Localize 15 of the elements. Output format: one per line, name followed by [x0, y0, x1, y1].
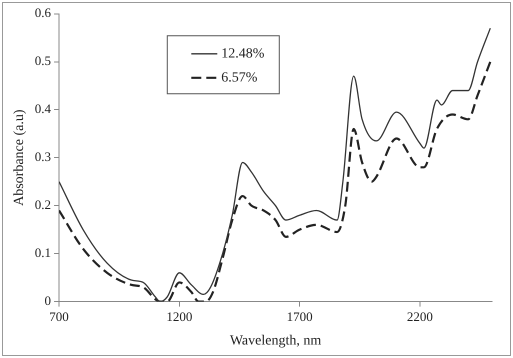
x-tick-label: 1700 — [286, 308, 313, 324]
y-tick-label: 0.6 — [34, 5, 52, 20]
y-tick-label: 0.5 — [34, 53, 52, 68]
y-tick-label: 0.3 — [34, 149, 52, 164]
y-tick-label: 0 — [44, 293, 52, 308]
x-tick-label: 1200 — [166, 308, 192, 324]
legend-label: 12.48% — [221, 46, 265, 62]
legend-label: 6.57% — [221, 70, 258, 86]
x-axis-title: Wavelength, nm — [230, 333, 322, 348]
y-tick-label: 0.4 — [34, 101, 52, 116]
y-axis-title: Absorbance (a.u) — [12, 109, 28, 206]
x-tick-label: 700 — [49, 308, 69, 324]
x-tick-label: 2200 — [406, 308, 433, 324]
y-tick-label: 0.2 — [34, 197, 52, 212]
y-tick-label: 0.1 — [34, 245, 52, 260]
